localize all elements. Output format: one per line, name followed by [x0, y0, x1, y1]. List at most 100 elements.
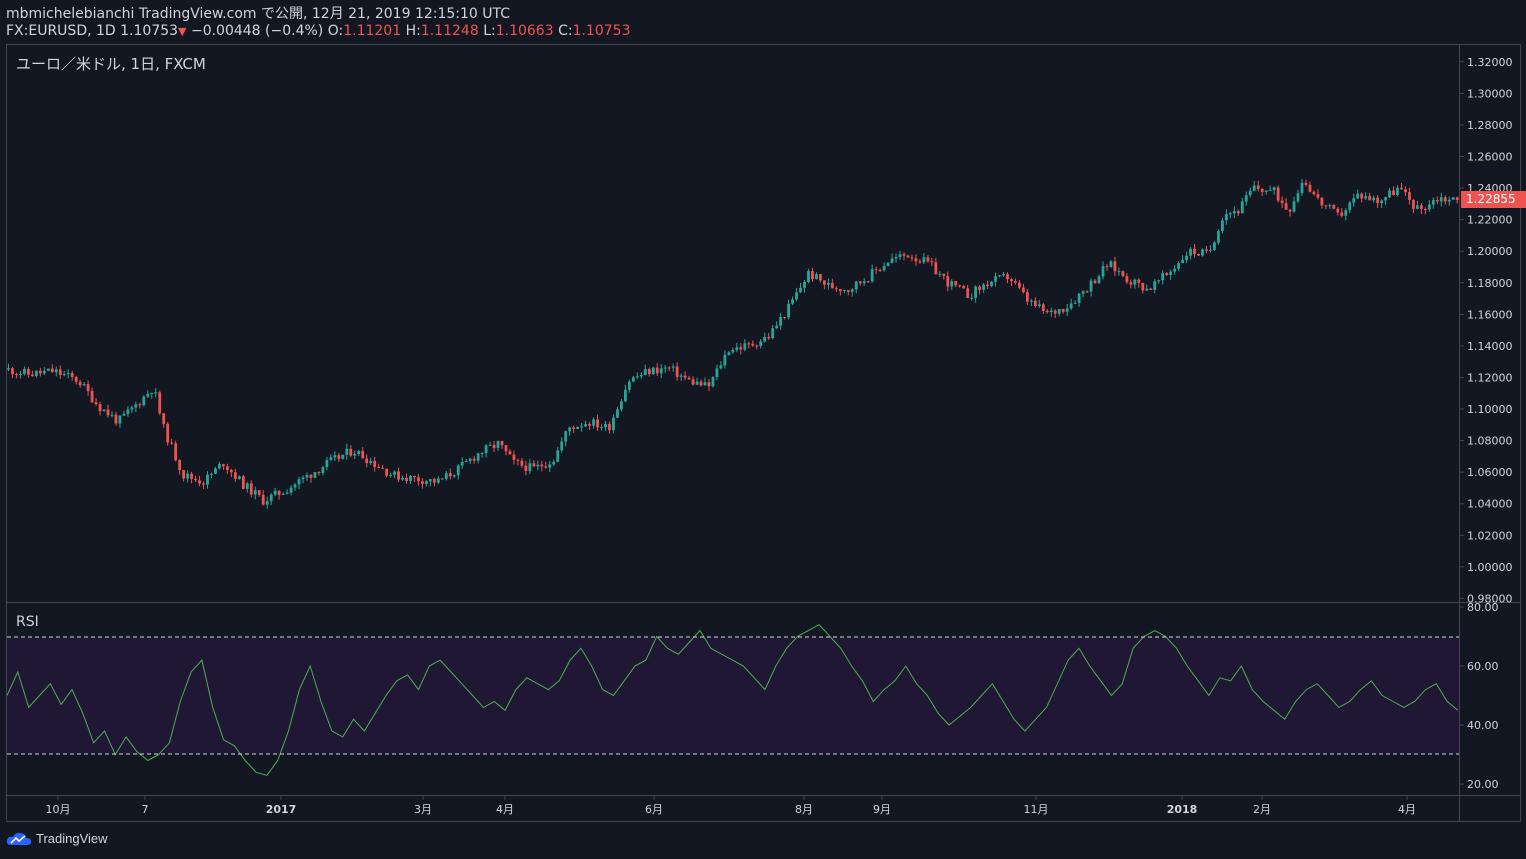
candle-body: [492, 444, 496, 448]
candle-body: [1236, 211, 1240, 214]
candle-body: [958, 285, 962, 287]
candle-body: [357, 450, 361, 454]
candle-body: [178, 460, 182, 471]
rsi-indicator-label[interactable]: RSI: [16, 614, 39, 630]
candle-body: [265, 501, 269, 505]
candle-body: [210, 473, 213, 475]
ohlc-legend: FX:EURUSD, 1D 1.10753▼ −0.00448 (−0.4%) …: [6, 23, 630, 40]
candle-body: [639, 374, 643, 377]
candle-body: [50, 368, 54, 373]
candle-body: [1420, 205, 1423, 209]
candle-body: [699, 381, 703, 386]
candle-body: [94, 402, 98, 405]
candle-body: [1431, 200, 1435, 205]
candle-body: [902, 254, 906, 256]
series-title[interactable]: ユーロ／米ドル, 1日, FXCM: [16, 55, 206, 73]
candle-body: [42, 370, 46, 374]
candle-body: [687, 377, 691, 380]
candle-body: [162, 413, 166, 424]
candle-body: [862, 281, 866, 284]
candle-body: [838, 289, 842, 292]
candle-body: [620, 401, 623, 410]
price-axis[interactable]: 1.320001.300001.280001.260001.240001.220…: [1459, 56, 1513, 606]
candle-body: [1053, 310, 1057, 314]
candle-body: [580, 426, 584, 428]
candle-body: [1165, 273, 1169, 275]
candle-body: [86, 384, 90, 392]
candle-body: [54, 369, 58, 373]
candle-body: [1201, 249, 1204, 256]
candle-body: [679, 375, 683, 377]
candle-body: [942, 273, 946, 277]
candle-body: [1161, 273, 1165, 281]
candle-body: [504, 445, 508, 452]
candle-body: [627, 381, 631, 390]
candle-body: [655, 367, 659, 374]
candle-body: [377, 466, 381, 468]
candle-body: [1364, 196, 1368, 199]
candle-body: [130, 407, 134, 410]
candle-body: [1157, 280, 1161, 282]
symbol-label: FX:EURUSD, 1D: [6, 23, 116, 39]
tradingview-logo[interactable]: TradingView: [6, 831, 108, 846]
candle-body: [1037, 304, 1041, 306]
candle-body: [313, 472, 317, 478]
candle-body: [691, 379, 695, 385]
candle-body: [385, 468, 388, 476]
candle-body: [321, 467, 325, 474]
candle-body: [659, 368, 663, 374]
candle-body: [675, 366, 679, 377]
candle-body: [787, 303, 790, 318]
price-tick-label: 1.14000: [1467, 340, 1513, 353]
candle-body: [1292, 201, 1296, 212]
candle-body: [281, 493, 285, 495]
candle-body: [799, 287, 802, 293]
candle-body: [1213, 242, 1216, 250]
candle-body: [747, 343, 751, 345]
publish-info: mbmichelebianchi TradingView.com で公開, 12…: [6, 6, 511, 22]
candle-body: [1447, 199, 1451, 202]
candle-body: [444, 473, 448, 479]
time-tick-label: 10月: [46, 803, 71, 816]
candle-body: [643, 369, 647, 375]
candle-body: [850, 289, 854, 292]
candle-body: [1029, 300, 1033, 302]
tradingview-cloud-icon: [6, 832, 32, 845]
chart-frame: [6, 44, 1521, 822]
candle-body: [552, 461, 556, 465]
candle-body: [1412, 199, 1415, 209]
candle-body: [560, 441, 564, 451]
candle-body: [1002, 274, 1005, 276]
candle-body: [998, 275, 1001, 277]
candle-body: [1014, 281, 1017, 283]
price-tick-label: 1.08000: [1467, 435, 1513, 448]
candle-body: [612, 417, 615, 431]
candle-body: [731, 350, 735, 353]
candle-body: [1217, 230, 1220, 243]
candle-body: [134, 404, 138, 408]
last-price-tag: 1.22855: [1461, 191, 1526, 208]
price-tick-label: 1.04000: [1467, 498, 1513, 511]
candle-body: [767, 336, 771, 339]
price-tick-label: 1.12000: [1467, 371, 1513, 384]
candle-body: [1312, 191, 1316, 195]
candle-body: [683, 375, 687, 378]
time-tick-label: 2018: [1167, 803, 1198, 816]
candle-body: [1105, 266, 1109, 268]
candle-body: [1109, 261, 1113, 268]
candle-body: [440, 478, 444, 480]
candle-body: [249, 483, 253, 495]
rsi-axis[interactable]: 80.00 60.00 40.00 20.00: [1459, 601, 1499, 791]
time-tick-label: 6月: [645, 803, 663, 816]
candle-body: [663, 367, 667, 369]
candle-body: [823, 280, 826, 285]
candle-body: [934, 262, 938, 275]
time-axis[interactable]: 10月 7 2017 3月 4月 6月 8月 9月 11月 2018 2月 4月: [46, 796, 1417, 816]
candle-body: [222, 464, 225, 467]
price-tick-label: 1.06000: [1467, 466, 1513, 479]
candle-body: [194, 478, 197, 481]
candle-body: [226, 466, 229, 470]
candle-body: [1045, 310, 1049, 313]
candle-body: [647, 369, 651, 375]
candle-body: [898, 254, 902, 258]
